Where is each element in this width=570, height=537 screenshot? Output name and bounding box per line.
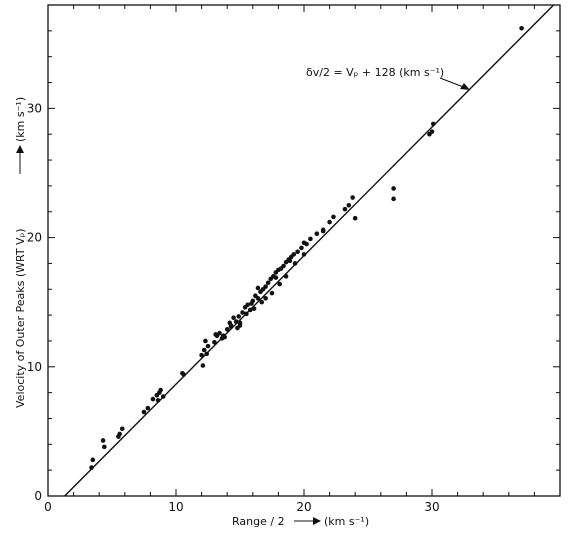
data-point	[90, 457, 96, 463]
data-point	[249, 301, 254, 306]
data-point	[327, 219, 332, 225]
data-point	[119, 426, 125, 432]
data-point	[235, 325, 240, 331]
data-point	[352, 215, 358, 221]
data-point	[350, 195, 355, 200]
data-point	[212, 339, 217, 345]
data-point	[116, 434, 121, 439]
data-point	[201, 347, 207, 353]
axis-ticks	[47, 4, 561, 497]
data-point	[158, 387, 163, 393]
x-axis-label: Range / 2	[232, 515, 285, 528]
data-point	[89, 465, 94, 470]
annotation-arrow	[439, 77, 467, 89]
data-point	[263, 284, 268, 289]
x-axis-unit: (km s⁻¹)	[324, 515, 369, 528]
data-point	[205, 343, 211, 349]
x-tick-label: 20	[296, 500, 311, 514]
data-point	[277, 281, 282, 287]
data-point	[429, 129, 435, 134]
data-point	[281, 263, 286, 269]
data-point	[263, 296, 268, 301]
y-axis-title: Velocity of Outer Peaks (WRT Vₚ) (km s⁻¹…	[14, 97, 27, 408]
data-point	[247, 307, 253, 313]
data-point	[430, 121, 436, 127]
y-axis-label: Velocity of Outer Peaks (WRT Vₚ)	[14, 228, 27, 408]
fit-line	[64, 4, 555, 497]
data-point	[236, 314, 242, 319]
data-point	[203, 338, 208, 344]
data-point	[299, 245, 304, 251]
data-point	[291, 252, 297, 257]
data-point	[314, 231, 320, 237]
y-tick-label: 30	[27, 101, 42, 115]
data-point	[204, 351, 210, 357]
x-tick-label: 30	[424, 500, 439, 514]
y-axis-arrowhead	[16, 145, 24, 153]
data-point	[287, 258, 293, 264]
y-axis-unit: (km s⁻¹)	[14, 97, 27, 142]
data-point	[102, 444, 107, 450]
data-point	[391, 196, 396, 202]
annotation-arrowhead	[460, 83, 470, 90]
data-point	[228, 323, 234, 328]
data-point	[150, 396, 156, 402]
axis-tick-labels: 0 10 20 30 0 10 20 30	[27, 101, 440, 514]
y-tick-label: 0	[34, 489, 42, 503]
data-point	[221, 333, 226, 339]
data-point	[346, 202, 352, 208]
fit-annotation: δv/2 = Vₚ + 128 (km s⁻¹)	[306, 66, 444, 79]
data-point	[391, 186, 396, 191]
data-point	[160, 394, 166, 399]
x-axis-title: Range / 2 (km s⁻¹)	[232, 515, 369, 528]
data-point	[269, 290, 275, 296]
data-point	[308, 236, 313, 242]
x-axis-arrowhead	[313, 517, 321, 525]
data-point	[200, 363, 206, 368]
data-point	[231, 315, 236, 320]
y-tick-label: 20	[27, 231, 42, 245]
data-point	[273, 275, 279, 280]
data-point	[233, 319, 239, 324]
data-point	[295, 249, 300, 255]
data-point	[244, 311, 249, 317]
data-point	[213, 332, 218, 337]
plot-frame	[47, 4, 561, 497]
data-points	[89, 25, 524, 470]
data-point	[181, 372, 186, 377]
data-point	[304, 241, 309, 247]
data-point	[331, 214, 336, 220]
data-point	[283, 274, 289, 279]
data-point	[224, 327, 230, 332]
data-point	[240, 310, 245, 315]
data-point	[255, 296, 261, 301]
data-point	[251, 306, 257, 311]
data-point	[320, 227, 326, 233]
data-point	[199, 352, 204, 358]
data-point	[217, 330, 222, 336]
data-point	[265, 280, 271, 286]
x-tick-label: 0	[44, 500, 52, 514]
data-point	[292, 261, 298, 266]
data-point	[342, 206, 348, 212]
data-point	[145, 405, 151, 411]
data-point	[301, 252, 307, 257]
data-point	[519, 25, 524, 31]
data-point	[100, 438, 106, 443]
x-tick-label: 10	[168, 500, 183, 514]
data-point	[245, 302, 250, 308]
data-point	[255, 285, 261, 291]
data-point	[141, 409, 147, 415]
y-tick-label: 10	[27, 360, 42, 374]
data-point	[259, 299, 265, 305]
data-point	[155, 398, 161, 403]
